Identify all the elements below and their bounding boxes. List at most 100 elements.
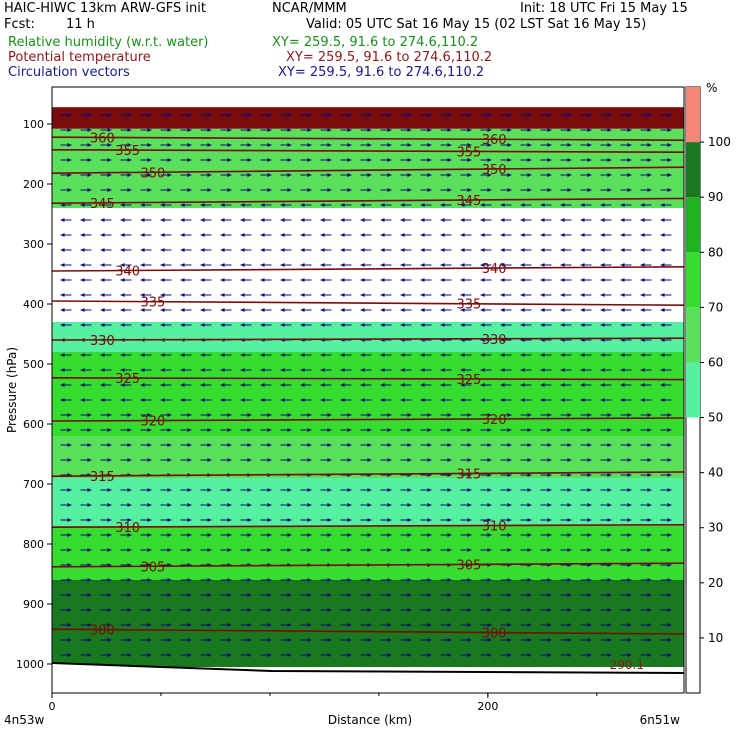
- theta-contour-label: 345: [456, 194, 481, 209]
- vector-arrowhead: [507, 143, 512, 147]
- vector-arrowhead: [67, 413, 72, 417]
- theta-contour-label: 320: [482, 413, 507, 428]
- vector-arrowhead: [640, 398, 645, 402]
- vector-arrowhead: [67, 653, 72, 657]
- vector-arrowhead: [287, 638, 292, 642]
- y-tick-label: 600: [23, 418, 44, 431]
- vector-arrowhead: [380, 293, 385, 297]
- vector-arrowhead: [647, 518, 652, 522]
- vector-arrowhead: [487, 518, 492, 522]
- vector-arrowhead: [640, 383, 645, 387]
- theta-contour-label: 350: [482, 163, 507, 178]
- vector-arrowhead: [507, 608, 512, 612]
- theta-contour-label: 330: [90, 334, 115, 349]
- vector-arrowhead: [607, 608, 612, 612]
- theta-contour-label: 310: [115, 521, 140, 536]
- vector-arrowhead: [100, 368, 105, 372]
- vector-arrowhead: [387, 638, 392, 642]
- vector-arrowhead: [620, 293, 625, 297]
- vector-arrowhead: [407, 158, 412, 162]
- vector-arrowhead: [387, 143, 392, 147]
- vector-arrowhead: [380, 398, 385, 402]
- vector-arrowhead: [227, 593, 232, 597]
- vector-arrowhead: [207, 623, 212, 627]
- vector-arrowhead: [167, 458, 172, 462]
- vector-arrowhead: [140, 218, 145, 222]
- vector-arrowhead: [367, 653, 372, 657]
- vector-arrowhead: [480, 323, 485, 327]
- vector-arrowhead: [200, 353, 205, 357]
- vector-arrowhead: [87, 173, 92, 177]
- vector-arrowhead: [80, 368, 85, 372]
- vector-arrowhead: [547, 533, 552, 537]
- vector-arrowhead: [280, 278, 285, 282]
- vector-arrowhead: [640, 353, 645, 357]
- vector-arrowhead: [367, 638, 372, 642]
- vector-arrowhead: [60, 218, 65, 222]
- vector-arrowhead: [487, 413, 492, 417]
- colorbar-tick-label: 60: [708, 355, 723, 369]
- vector-arrowhead: [647, 623, 652, 627]
- vector-arrowhead: [607, 578, 612, 582]
- vector-arrowhead: [240, 203, 245, 207]
- vector-arrowhead: [180, 398, 185, 402]
- vector-arrowhead: [107, 113, 112, 117]
- vector-arrowhead: [127, 428, 132, 432]
- vector-arrowhead: [187, 653, 192, 657]
- vector-arrowhead: [607, 443, 612, 447]
- y-tick-label: 300: [23, 238, 44, 251]
- vector-arrowhead: [327, 188, 332, 192]
- vector-arrowhead: [467, 443, 472, 447]
- vector-arrowhead: [567, 653, 572, 657]
- vector-arrowhead: [507, 488, 512, 492]
- vector-arrowhead: [627, 428, 632, 432]
- vector-arrowhead: [607, 188, 612, 192]
- y-tick-label: 100: [23, 118, 44, 131]
- vector-arrowhead: [247, 548, 252, 552]
- vector-arrowhead: [527, 188, 532, 192]
- vector-arrowhead: [647, 413, 652, 417]
- vector-arrowhead: [540, 293, 545, 297]
- vector-arrowhead: [207, 143, 212, 147]
- vector-arrowhead: [260, 248, 265, 252]
- vector-arrowhead: [107, 158, 112, 162]
- vector-arrowhead: [127, 158, 132, 162]
- vector-arrowhead: [207, 428, 212, 432]
- vector-arrowhead: [380, 278, 385, 282]
- vector-arrowhead: [647, 638, 652, 642]
- vector-arrowhead: [627, 458, 632, 462]
- vector-arrowhead: [307, 128, 312, 132]
- vector-arrowhead: [480, 353, 485, 357]
- terrain-value-label: 290.1: [610, 658, 644, 672]
- vector-arrowhead: [487, 113, 492, 117]
- vector-arrowhead: [467, 143, 472, 147]
- vector-arrowhead: [327, 638, 332, 642]
- vector-arrowhead: [260, 218, 265, 222]
- vector-arrowhead: [660, 353, 665, 357]
- vector-arrowhead: [327, 578, 332, 582]
- vector-arrowhead: [280, 323, 285, 327]
- vector-arrowhead: [147, 623, 152, 627]
- vector-arrowhead: [180, 353, 185, 357]
- vector-arrowhead: [140, 293, 145, 297]
- vector-arrowhead: [440, 278, 445, 282]
- vector-arrowhead: [107, 503, 112, 507]
- vector-arrowhead: [540, 323, 545, 327]
- vector-arrowhead: [447, 458, 452, 462]
- vector-arrowhead: [280, 383, 285, 387]
- colorbar-bin: [686, 142, 700, 198]
- rh-band: [52, 107, 684, 129]
- vector-arrowhead: [587, 128, 592, 132]
- vector-arrowhead: [307, 548, 312, 552]
- vector-arrowhead: [87, 188, 92, 192]
- vector-arrowhead: [307, 188, 312, 192]
- vector-arrowhead: [587, 548, 592, 552]
- vector-arrowhead: [207, 533, 212, 537]
- vector-arrowhead: [447, 503, 452, 507]
- vector-arrowhead: [587, 638, 592, 642]
- vector-arrowhead: [560, 308, 565, 312]
- vector-arrowhead: [547, 623, 552, 627]
- vector-arrowhead: [547, 518, 552, 522]
- vector-arrowhead: [367, 593, 372, 597]
- vector-arrowhead: [367, 143, 372, 147]
